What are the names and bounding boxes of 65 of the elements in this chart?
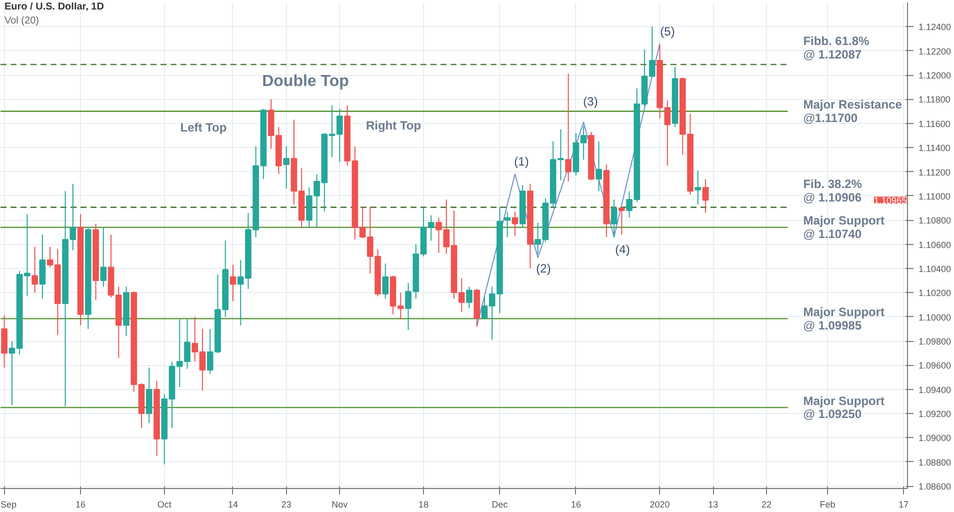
chart-title: Euro / U.S. Dollar, 1D	[4, 2, 104, 12]
x-tick-label: 16	[76, 500, 86, 510]
x-tick-label: Feb	[820, 500, 836, 510]
y-tick-label: 1.12400	[918, 22, 952, 32]
annotation: Double Top	[262, 73, 350, 90]
y-tick-label: 1.11800	[918, 94, 950, 105]
candlestick	[32, 246, 38, 294]
ref-line-label: Major Support @ 1.10740	[803, 214, 885, 242]
x-tick-label: Dec	[492, 500, 508, 510]
text: Vol (20)	[4, 16, 39, 26]
y-tick-label: 1.11000	[918, 191, 950, 202]
y-tick-label: 1.10600	[918, 240, 952, 250]
x-tick-label: 18	[418, 500, 429, 510]
candlestick	[100, 226, 107, 288]
annotation: 1.10965	[874, 196, 907, 206]
annotation: (4)	[615, 242, 630, 256]
ref-line-label: Fibb. 61.8% @ 1.12087	[803, 34, 870, 62]
x-tick-label: Oct	[157, 500, 172, 510]
candlestick	[610, 199, 618, 238]
ref-line-label: Fib. 38.2% @ 1.10906	[803, 176, 862, 204]
y-tick-label: 1.11400	[918, 143, 950, 154]
candlestick	[702, 178, 709, 214]
ref-line-label: Major Support @ 1.09985	[803, 304, 885, 332]
candlestick	[466, 286, 472, 309]
candlestick	[565, 73, 572, 182]
candlestick	[512, 211, 518, 236]
candlestick	[382, 263, 389, 300]
x-tick-label: 23	[281, 500, 292, 510]
y-tick-label: 1.08600	[918, 482, 952, 492]
y-tick-label: 1.09800	[918, 336, 952, 347]
ref-line-label: Major Support @ 1.09250	[803, 394, 885, 422]
y-tick-label: 1.11200	[918, 167, 950, 178]
x-tick-label: 22	[761, 500, 772, 510]
candlestick	[694, 170, 702, 205]
y-tick-label: 1.08800	[918, 457, 952, 468]
x-tick-label: 2020	[650, 500, 670, 510]
x-tick-label: 17	[898, 500, 909, 510]
candlestick	[230, 264, 236, 302]
y-tick-label: 1.09400	[918, 384, 952, 395]
x-tick-label: Sep	[0, 500, 17, 510]
annotation: (2)	[536, 262, 551, 276]
annotation: Right Top	[366, 118, 422, 132]
y-tick-label: 1.09200	[918, 409, 952, 420]
candlestick	[596, 141, 602, 192]
x-tick-label: 16	[570, 500, 581, 510]
y-tick-label: 1.12000	[918, 70, 952, 81]
y-tick-label: 1.10200	[918, 288, 952, 298]
x-tick-label: Nov	[332, 500, 348, 510]
y-tick-label: 1.10800	[918, 216, 952, 226]
x-tick-label: 13	[708, 500, 718, 510]
annotation: Left Top	[180, 120, 227, 134]
candlestick	[504, 211, 511, 238]
annotation: (3)	[583, 94, 598, 108]
y-tick-label: 1.11600	[918, 118, 950, 129]
y-tick-label: 1.12200	[918, 46, 952, 56]
candlestick	[283, 146, 290, 190]
ref-line-label: Major Resistance @1.11700	[803, 98, 902, 125]
x-tick-label: 14	[228, 500, 238, 510]
y-tick-label: 1.09000	[918, 433, 952, 444]
y-tick-label: 1.09600	[918, 360, 952, 371]
candlestick	[618, 206, 625, 236]
y-tick-label: 1.10000	[918, 312, 952, 322]
annotation: (5)	[660, 24, 675, 38]
annotation: (1)	[514, 154, 529, 168]
y-tick-label: 1.10400	[918, 264, 952, 274]
